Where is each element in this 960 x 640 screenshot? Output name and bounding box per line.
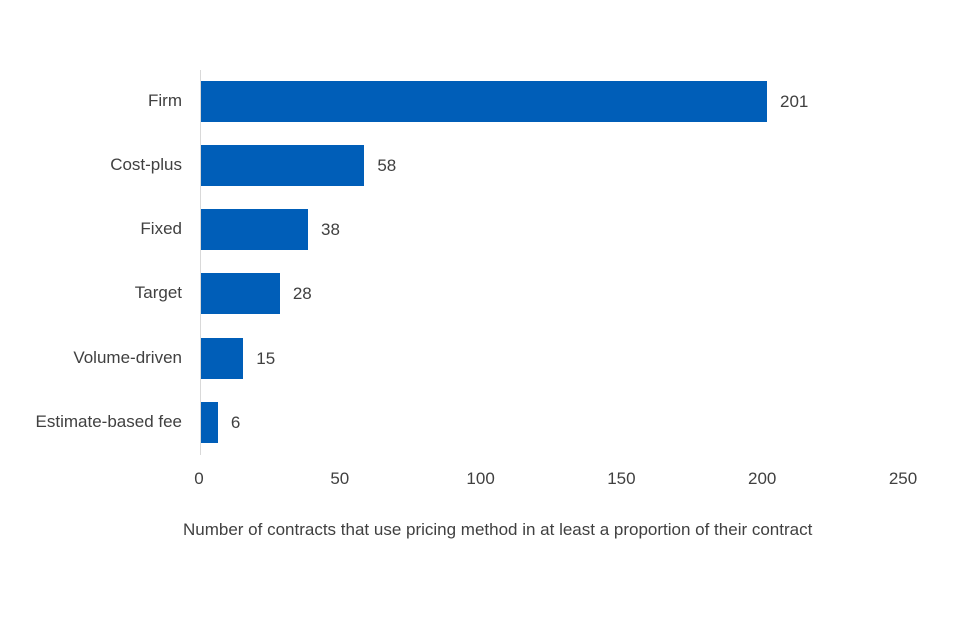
x-tick-label: 150 xyxy=(607,469,636,488)
x-tick-label: 250 xyxy=(888,469,918,488)
bar xyxy=(201,338,244,379)
data-label: 58 xyxy=(377,156,397,175)
data-label: 6 xyxy=(230,413,241,432)
bar xyxy=(201,402,218,443)
bar xyxy=(201,81,768,122)
bar xyxy=(201,209,308,250)
data-label: 38 xyxy=(321,220,340,239)
x-tick-label: 50 xyxy=(330,469,350,488)
x-tick-label: 200 xyxy=(748,469,777,488)
category-label: Target xyxy=(134,283,182,302)
category-label: Fixed xyxy=(140,219,182,238)
category-label: Firm xyxy=(148,91,182,110)
category-label: Volume-driven xyxy=(73,348,182,367)
x-axis-title: Number of contracts that use pricing met… xyxy=(183,520,813,539)
bar xyxy=(201,145,365,186)
x-tick-label: 100 xyxy=(466,469,495,488)
category-label: Estimate-based fee xyxy=(35,412,182,431)
x-tick-label: 0 xyxy=(194,469,204,488)
data-label: 201 xyxy=(780,92,809,111)
data-label: 28 xyxy=(292,284,312,303)
y-axis-line xyxy=(200,70,201,455)
bar xyxy=(201,273,280,314)
data-label: 15 xyxy=(256,349,276,368)
category-label: Cost-plus xyxy=(110,155,182,174)
